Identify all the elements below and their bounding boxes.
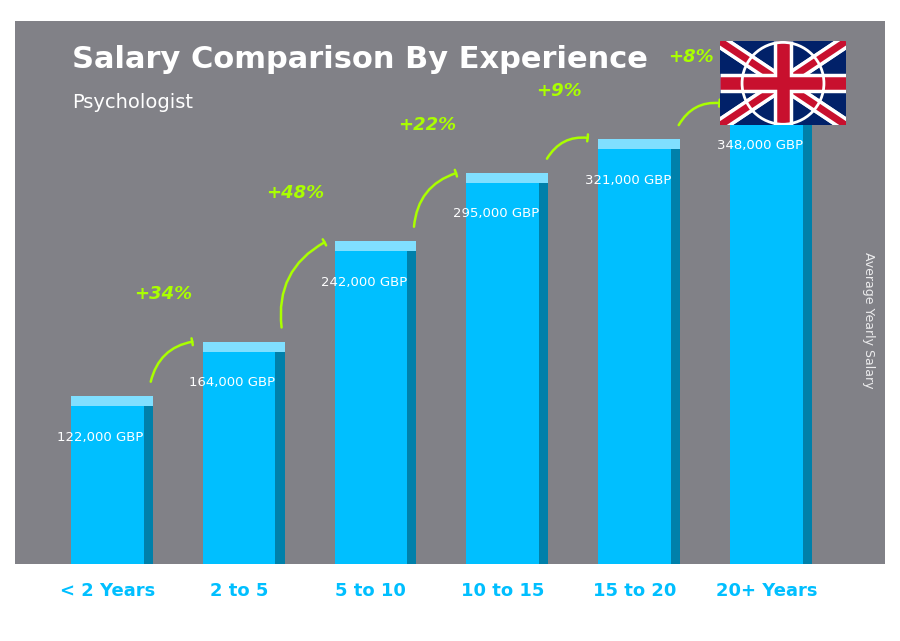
Bar (335, 251, 407, 563)
Text: +34%: +34% (134, 285, 193, 303)
FancyBboxPatch shape (598, 140, 680, 149)
Text: +48%: +48% (266, 185, 324, 203)
Text: salary: salary (400, 616, 453, 631)
FancyBboxPatch shape (730, 104, 812, 114)
Text: 242,000 GBP: 242,000 GBP (321, 276, 408, 288)
Bar (202, 352, 275, 563)
Text: +8%: +8% (668, 47, 714, 65)
Text: 348,000 GBP: 348,000 GBP (716, 138, 803, 152)
Bar (71, 406, 143, 563)
Text: +22%: +22% (398, 116, 456, 134)
FancyBboxPatch shape (202, 342, 284, 352)
FancyBboxPatch shape (71, 396, 153, 406)
Bar (730, 114, 803, 563)
Text: Salary Comparison By Experience: Salary Comparison By Experience (72, 45, 648, 74)
FancyBboxPatch shape (275, 352, 284, 563)
Bar (466, 183, 539, 563)
Text: Average Yearly Salary: Average Yearly Salary (862, 253, 875, 388)
Text: +9%: +9% (536, 83, 581, 101)
FancyBboxPatch shape (539, 183, 548, 563)
Text: 295,000 GBP: 295,000 GBP (453, 207, 539, 220)
Bar (598, 149, 670, 563)
Text: 164,000 GBP: 164,000 GBP (189, 376, 275, 389)
Text: salaryexplorer.com: salaryexplorer.com (377, 616, 523, 631)
Text: 321,000 GBP: 321,000 GBP (585, 174, 671, 187)
FancyBboxPatch shape (335, 242, 417, 251)
FancyBboxPatch shape (407, 251, 417, 563)
FancyBboxPatch shape (143, 406, 153, 563)
FancyBboxPatch shape (670, 149, 680, 563)
FancyBboxPatch shape (466, 173, 548, 183)
Text: 122,000 GBP: 122,000 GBP (58, 431, 144, 444)
Text: Psychologist: Psychologist (72, 93, 193, 112)
FancyBboxPatch shape (803, 114, 812, 563)
